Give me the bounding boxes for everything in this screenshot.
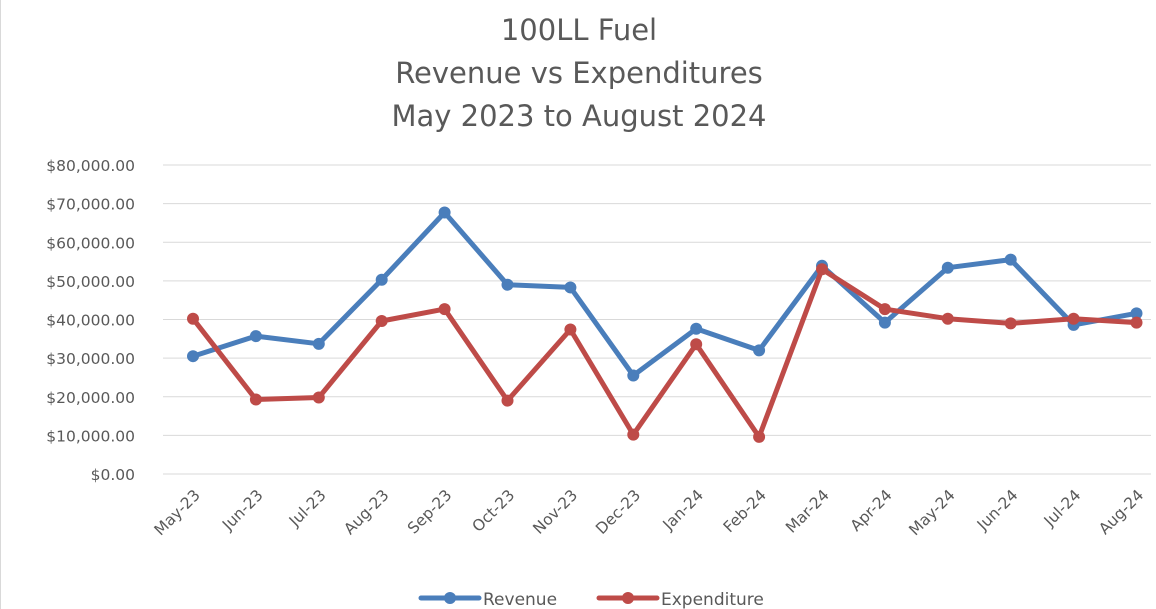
series-plot [187,206,1143,443]
y-tick-label: $10,000.00 [46,427,135,445]
data-point-expenditure [249,393,262,406]
y-tick-label: $70,000.00 [46,196,135,214]
y-axis-ticks: $0.00 $10,000.00 $20,000.00 $30,000.00 $40,0… [46,157,135,484]
data-point-revenue [438,206,451,219]
legend-item-revenue: Revenue [418,590,557,609]
data-point-revenue [187,350,199,363]
data-point-expenditure [816,263,828,276]
x-axis-ticks: May-23 Jun-23 Jul-23 Aug-23 Sep-23 Oct-23 Nov-… [151,486,1148,539]
x-tick-label: Jul-23 [285,486,330,531]
chart-title: 100LL Fuel Revenue vs Expenditures May 202… [391,13,766,133]
data-point-revenue [501,278,514,291]
legend-label: Revenue [483,590,557,609]
data-point-expenditure [1130,316,1143,329]
data-point-revenue [1130,307,1143,320]
series-line-revenue [190,210,1139,378]
data-point-revenue [312,337,325,350]
legend: Revenue Expenditure [418,590,764,609]
data-point-expenditure [438,303,451,316]
y-tick-label: $30,000.00 [46,350,135,368]
chart-title-line-1: 100LL Fuel [501,13,657,47]
legend-label: Expenditure [661,590,764,609]
y-tick-label: $0.00 [91,466,135,484]
data-point-expenditure [375,315,388,328]
x-tick-label: May-23 [151,486,204,539]
data-point-revenue [375,273,388,286]
x-tick-label: Oct-23 [469,486,519,536]
data-point-revenue [878,316,891,329]
y-tick-label: $40,000.00 [46,312,135,330]
x-tick-label: May-24 [906,486,959,539]
x-tick-label: Aug-23 [340,486,392,538]
x-tick-label: Jun-24 [973,486,1021,534]
data-point-expenditure [312,391,325,404]
data-point-revenue [627,369,640,382]
series-expenditure [187,263,1143,443]
data-point-revenue [249,330,262,343]
x-tick-label: Sep-23 [404,486,455,537]
data-point-revenue [690,322,703,335]
data-point-expenditure [941,312,954,325]
x-tick-label: Jan-24 [659,486,707,534]
chart-title-line-3: May 2023 to August 2024 [391,99,766,133]
data-point-expenditure [690,338,703,351]
data-point-expenditure [1004,317,1017,330]
data-point-revenue [753,344,766,357]
legend-swatch-marker [444,592,456,604]
x-tick-label: Apr-24 [847,486,896,535]
legend-item-expenditure: Expenditure [596,590,764,609]
y-tick-label: $80,000.00 [46,157,135,175]
data-point-expenditure [878,303,891,316]
chart-title-line-2: Revenue vs Expenditures [395,56,763,90]
data-point-expenditure [501,394,514,407]
data-point-revenue [1004,253,1017,266]
x-tick-label: Aug-24 [1095,486,1147,538]
x-tick-label: Nov-23 [529,486,581,538]
x-tick-label: Feb-24 [720,486,770,536]
y-tick-label: $20,000.00 [46,389,135,407]
data-point-expenditure [627,428,640,441]
y-tick-label: $60,000.00 [46,234,135,252]
data-point-expenditure [564,323,577,336]
data-point-revenue [941,261,954,274]
gridlines [163,164,1151,475]
data-point-expenditure [753,430,766,443]
legend-swatch-marker [622,592,634,604]
series-line-expenditure [190,266,1139,440]
data-point-expenditure [1067,312,1080,325]
x-tick-label: Jun-23 [218,486,266,534]
data-point-revenue [564,281,577,294]
series-revenue [187,206,1143,382]
x-tick-label: Mar-24 [782,486,833,537]
x-tick-label: Jul-24 [1040,486,1085,531]
y-tick-label: $50,000.00 [46,273,135,291]
data-point-expenditure [187,312,199,325]
x-tick-label: Dec-23 [592,486,644,538]
